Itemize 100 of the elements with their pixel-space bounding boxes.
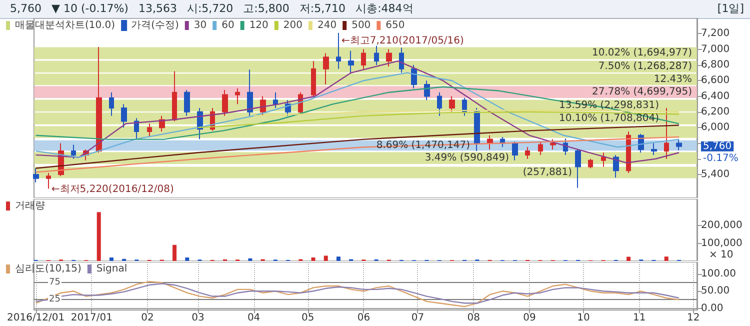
candlestick bbox=[399, 47, 404, 74]
bar bbox=[626, 256, 631, 261]
candlestick bbox=[424, 80, 430, 101]
text: 고:5,800 bbox=[243, 2, 290, 15]
x-tick-label: 06 bbox=[357, 312, 370, 324]
candlestick bbox=[235, 88, 240, 105]
candlestick bbox=[525, 146, 530, 160]
bar bbox=[185, 257, 190, 261]
y-tick-label: 7,000 bbox=[701, 44, 730, 55]
legend-label: 500 bbox=[352, 20, 371, 31]
legend-title: 매물대분석차트(10.0) bbox=[15, 20, 116, 31]
legend-label: 120 bbox=[249, 20, 268, 31]
text: 시:5,720 bbox=[186, 2, 234, 15]
y-tick-label: 6,600 bbox=[701, 75, 730, 86]
text: ▼ 10 (-0.17%) bbox=[52, 2, 128, 15]
candlestick bbox=[260, 96, 266, 116]
candlestick bbox=[96, 46, 102, 154]
candlestick bbox=[676, 138, 682, 151]
candlestick bbox=[613, 154, 619, 178]
candlestick bbox=[323, 52, 329, 86]
y-tick-label: 200,000 bbox=[701, 220, 742, 232]
candlestick bbox=[550, 138, 556, 150]
x-tick-label: 11 bbox=[632, 312, 646, 324]
y-tick-label: 7,200 bbox=[701, 28, 730, 40]
annotation: ←최저5,220(2016/12/08) bbox=[51, 184, 174, 196]
x-tick-label: 2017/01 bbox=[70, 312, 112, 324]
legend-label: Signal bbox=[96, 264, 128, 274]
band-label: 7.50% (1,268,287) bbox=[598, 61, 692, 72]
line-series bbox=[35, 124, 680, 169]
candlestick bbox=[601, 152, 606, 168]
legend-label: 30 bbox=[194, 20, 207, 31]
bar bbox=[96, 212, 101, 261]
band-label: 12.43% bbox=[654, 74, 692, 85]
candlestick bbox=[361, 48, 366, 70]
candlestick bbox=[664, 108, 669, 160]
annotation: -0.17% bbox=[703, 152, 738, 164]
x-tick-label: 03 bbox=[192, 312, 204, 324]
candlestick bbox=[147, 123, 152, 138]
x-tick-label: 09 bbox=[523, 312, 536, 324]
annotation: 5,760 bbox=[703, 140, 732, 152]
legend-label: 60 bbox=[222, 20, 234, 31]
candlestick bbox=[172, 70, 177, 122]
candlestick bbox=[449, 96, 455, 112]
y-tick-label: 5,400 bbox=[701, 169, 730, 180]
candlestick bbox=[71, 144, 76, 160]
candlestick bbox=[575, 148, 581, 188]
band-label: 10.02% (1,694,977) bbox=[592, 48, 692, 59]
bar bbox=[336, 256, 340, 261]
candlestick bbox=[336, 32, 341, 70]
bar bbox=[664, 256, 668, 261]
text: 5,760 bbox=[10, 2, 42, 15]
bar bbox=[248, 258, 252, 261]
band-label: 27.78% (4,699,795) bbox=[592, 86, 692, 98]
annotation: ←최고7,210(2017/05/16) bbox=[341, 35, 464, 46]
candlestick bbox=[348, 50, 354, 74]
candlestick bbox=[512, 141, 518, 161]
y-tick-label: 100,000 bbox=[701, 238, 742, 249]
x-tick-label: 08 bbox=[467, 312, 480, 324]
candlestick bbox=[538, 141, 543, 156]
candlestick bbox=[374, 44, 379, 66]
x-tick-label: 07 bbox=[411, 312, 424, 324]
y-tick-label: 6,000 bbox=[701, 122, 730, 134]
bar bbox=[311, 257, 316, 261]
candlestick bbox=[222, 90, 228, 116]
candlestick bbox=[386, 48, 392, 68]
candlestick bbox=[46, 172, 51, 190]
candlestick bbox=[462, 97, 467, 116]
candlestick bbox=[273, 92, 278, 108]
band-label: 13.59% (2,298,831) bbox=[558, 100, 660, 112]
ref-line-label: 25 bbox=[49, 294, 60, 305]
text: [1일] bbox=[717, 1, 744, 17]
candlestick bbox=[184, 90, 190, 116]
x-tick-label: 02 bbox=[141, 312, 154, 324]
candlestick bbox=[474, 108, 480, 152]
bar bbox=[172, 244, 177, 261]
candlestick bbox=[487, 134, 493, 150]
line-series bbox=[197, 111, 680, 128]
y-tick-label: 6,800 bbox=[701, 59, 730, 70]
x-tick-label: 05 bbox=[301, 312, 314, 324]
bar bbox=[324, 256, 328, 261]
candlestick bbox=[247, 69, 253, 116]
y-tick-label: 100.00 bbox=[701, 268, 736, 280]
x-tick-label: 12 bbox=[687, 312, 700, 324]
text: 시총:484억 bbox=[356, 2, 414, 15]
x-tick-label: 2016/12/01 bbox=[6, 312, 65, 324]
y-axis-title: × 10 bbox=[709, 250, 734, 260]
candlestick bbox=[437, 92, 442, 116]
y-tick-label: 6,400 bbox=[701, 90, 730, 102]
candlestick bbox=[311, 60, 316, 97]
y-tick-label: 50.00 bbox=[701, 286, 730, 297]
candlestick bbox=[411, 64, 417, 89]
text: 13,563 bbox=[138, 2, 177, 15]
candlestick bbox=[109, 92, 114, 116]
legend-label: 심리도(10,15) bbox=[15, 264, 82, 274]
band-label: 10.10% (1,708,804) bbox=[558, 112, 660, 124]
y-tick-label: 0.00 bbox=[701, 302, 724, 314]
band-label: 3.49% (590,849) bbox=[424, 152, 510, 164]
ref-line-label: 75 bbox=[49, 278, 60, 288]
candlestick bbox=[651, 142, 657, 156]
bar bbox=[109, 257, 114, 261]
